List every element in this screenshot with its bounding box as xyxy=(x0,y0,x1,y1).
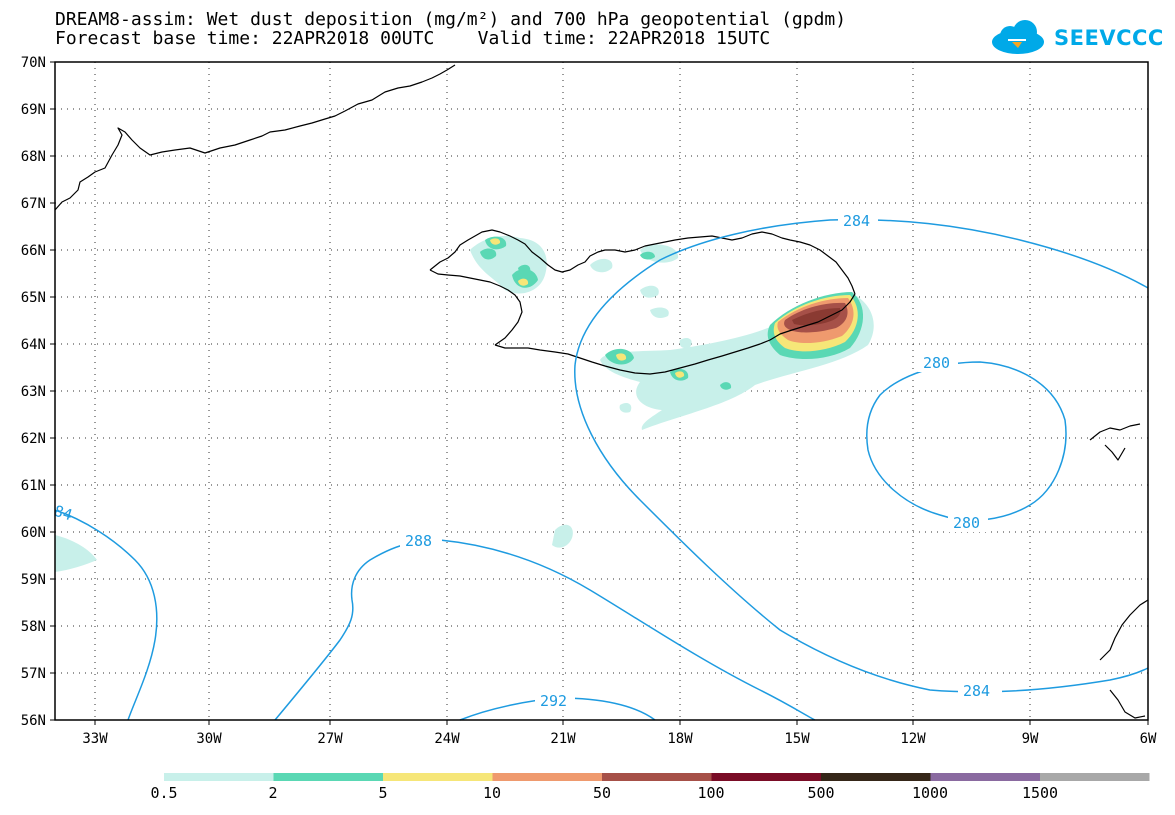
colorbar-bin-4 xyxy=(602,773,712,781)
colorbar-label-8: 1500 xyxy=(1021,784,1059,802)
colorbar xyxy=(164,773,1150,781)
contour-label-280-south: 280 xyxy=(953,514,980,532)
lat-label-61n: 61N xyxy=(21,478,46,494)
dust-deposition-field xyxy=(55,235,874,572)
colorbar-label-2: 5 xyxy=(378,784,388,802)
map-title: DREAM8-assim: Wet dust deposition (mg/m²… xyxy=(55,9,847,30)
lon-label-15w: 15W xyxy=(784,731,810,747)
lat-label-63n: 63N xyxy=(21,384,46,400)
colorbar-bin-0 xyxy=(164,773,274,781)
lat-label-56n: 56N xyxy=(21,713,46,729)
cloud-icon xyxy=(992,20,1044,54)
colorbar-bin-6 xyxy=(821,773,931,781)
geopotential-contours xyxy=(54,218,1149,721)
coastlines xyxy=(54,64,1149,719)
contour-label-280-north: 280 xyxy=(923,354,950,372)
contour-label-284-west: 84 xyxy=(52,502,75,525)
lon-label-30w: 30W xyxy=(196,731,222,747)
colorbar-bin-3 xyxy=(492,773,602,781)
colorbar-label-7: 1000 xyxy=(911,784,949,802)
contour-label-284-south: 284 xyxy=(963,682,990,700)
lat-label-68n: 68N xyxy=(21,149,46,165)
colorbar-bin-7 xyxy=(930,773,1040,781)
lon-label-24w: 24W xyxy=(434,731,460,747)
colorbar-label-3: 10 xyxy=(482,784,502,802)
colorbar-label-5: 100 xyxy=(697,784,725,802)
colorbar-label-6: 500 xyxy=(807,784,835,802)
logo-text: SEEVCCC xyxy=(1054,26,1164,50)
lat-label-65n: 65N xyxy=(21,290,46,306)
colorbar-bin-2 xyxy=(383,773,493,781)
lat-label-69n: 69N xyxy=(21,102,46,118)
lat-label-57n: 57N xyxy=(21,666,46,682)
graticule xyxy=(55,62,1148,720)
lat-label-62n: 62N xyxy=(21,431,46,447)
lon-label-33w: 33W xyxy=(82,731,108,747)
forecast-times: Forecast base time: 22APR2018 00UTC Vali… xyxy=(55,28,771,49)
lon-label-12w: 12W xyxy=(900,731,926,747)
colorbar-label-1: 2 xyxy=(268,784,278,802)
contour-label-288: 288 xyxy=(405,532,432,550)
lon-label-18w: 18W xyxy=(667,731,693,747)
lon-label-21w: 21W xyxy=(550,731,576,747)
lat-label-60n: 60N xyxy=(21,525,46,541)
lat-label-59n: 59N xyxy=(21,572,46,588)
lat-label-58n: 58N xyxy=(21,619,46,635)
lon-label-9w: 9W xyxy=(1022,731,1039,747)
tick-marks xyxy=(50,61,1149,725)
colorbar-label-4: 50 xyxy=(592,784,612,802)
colorbar-bin-1 xyxy=(273,773,383,781)
colorbar-label-0: 0.5 xyxy=(150,784,178,802)
seevccc-logo xyxy=(992,20,1044,54)
lon-label-6w: 6W xyxy=(1140,731,1157,747)
lon-label-27w: 27W xyxy=(317,731,343,747)
contour-label-284-north: 284 xyxy=(843,212,870,230)
lat-label-67n: 67N xyxy=(21,196,46,212)
lat-label-66n: 66N xyxy=(21,243,46,259)
contour-label-292: 292 xyxy=(540,692,567,710)
lat-label-70n: 70N xyxy=(21,55,46,71)
colorbar-bin-5 xyxy=(711,773,821,781)
contour-labels: 284 280 280 288 284 292 84 xyxy=(52,210,1002,710)
colorbar-bin-8 xyxy=(1040,773,1150,781)
lat-label-64n: 64N xyxy=(21,337,46,353)
